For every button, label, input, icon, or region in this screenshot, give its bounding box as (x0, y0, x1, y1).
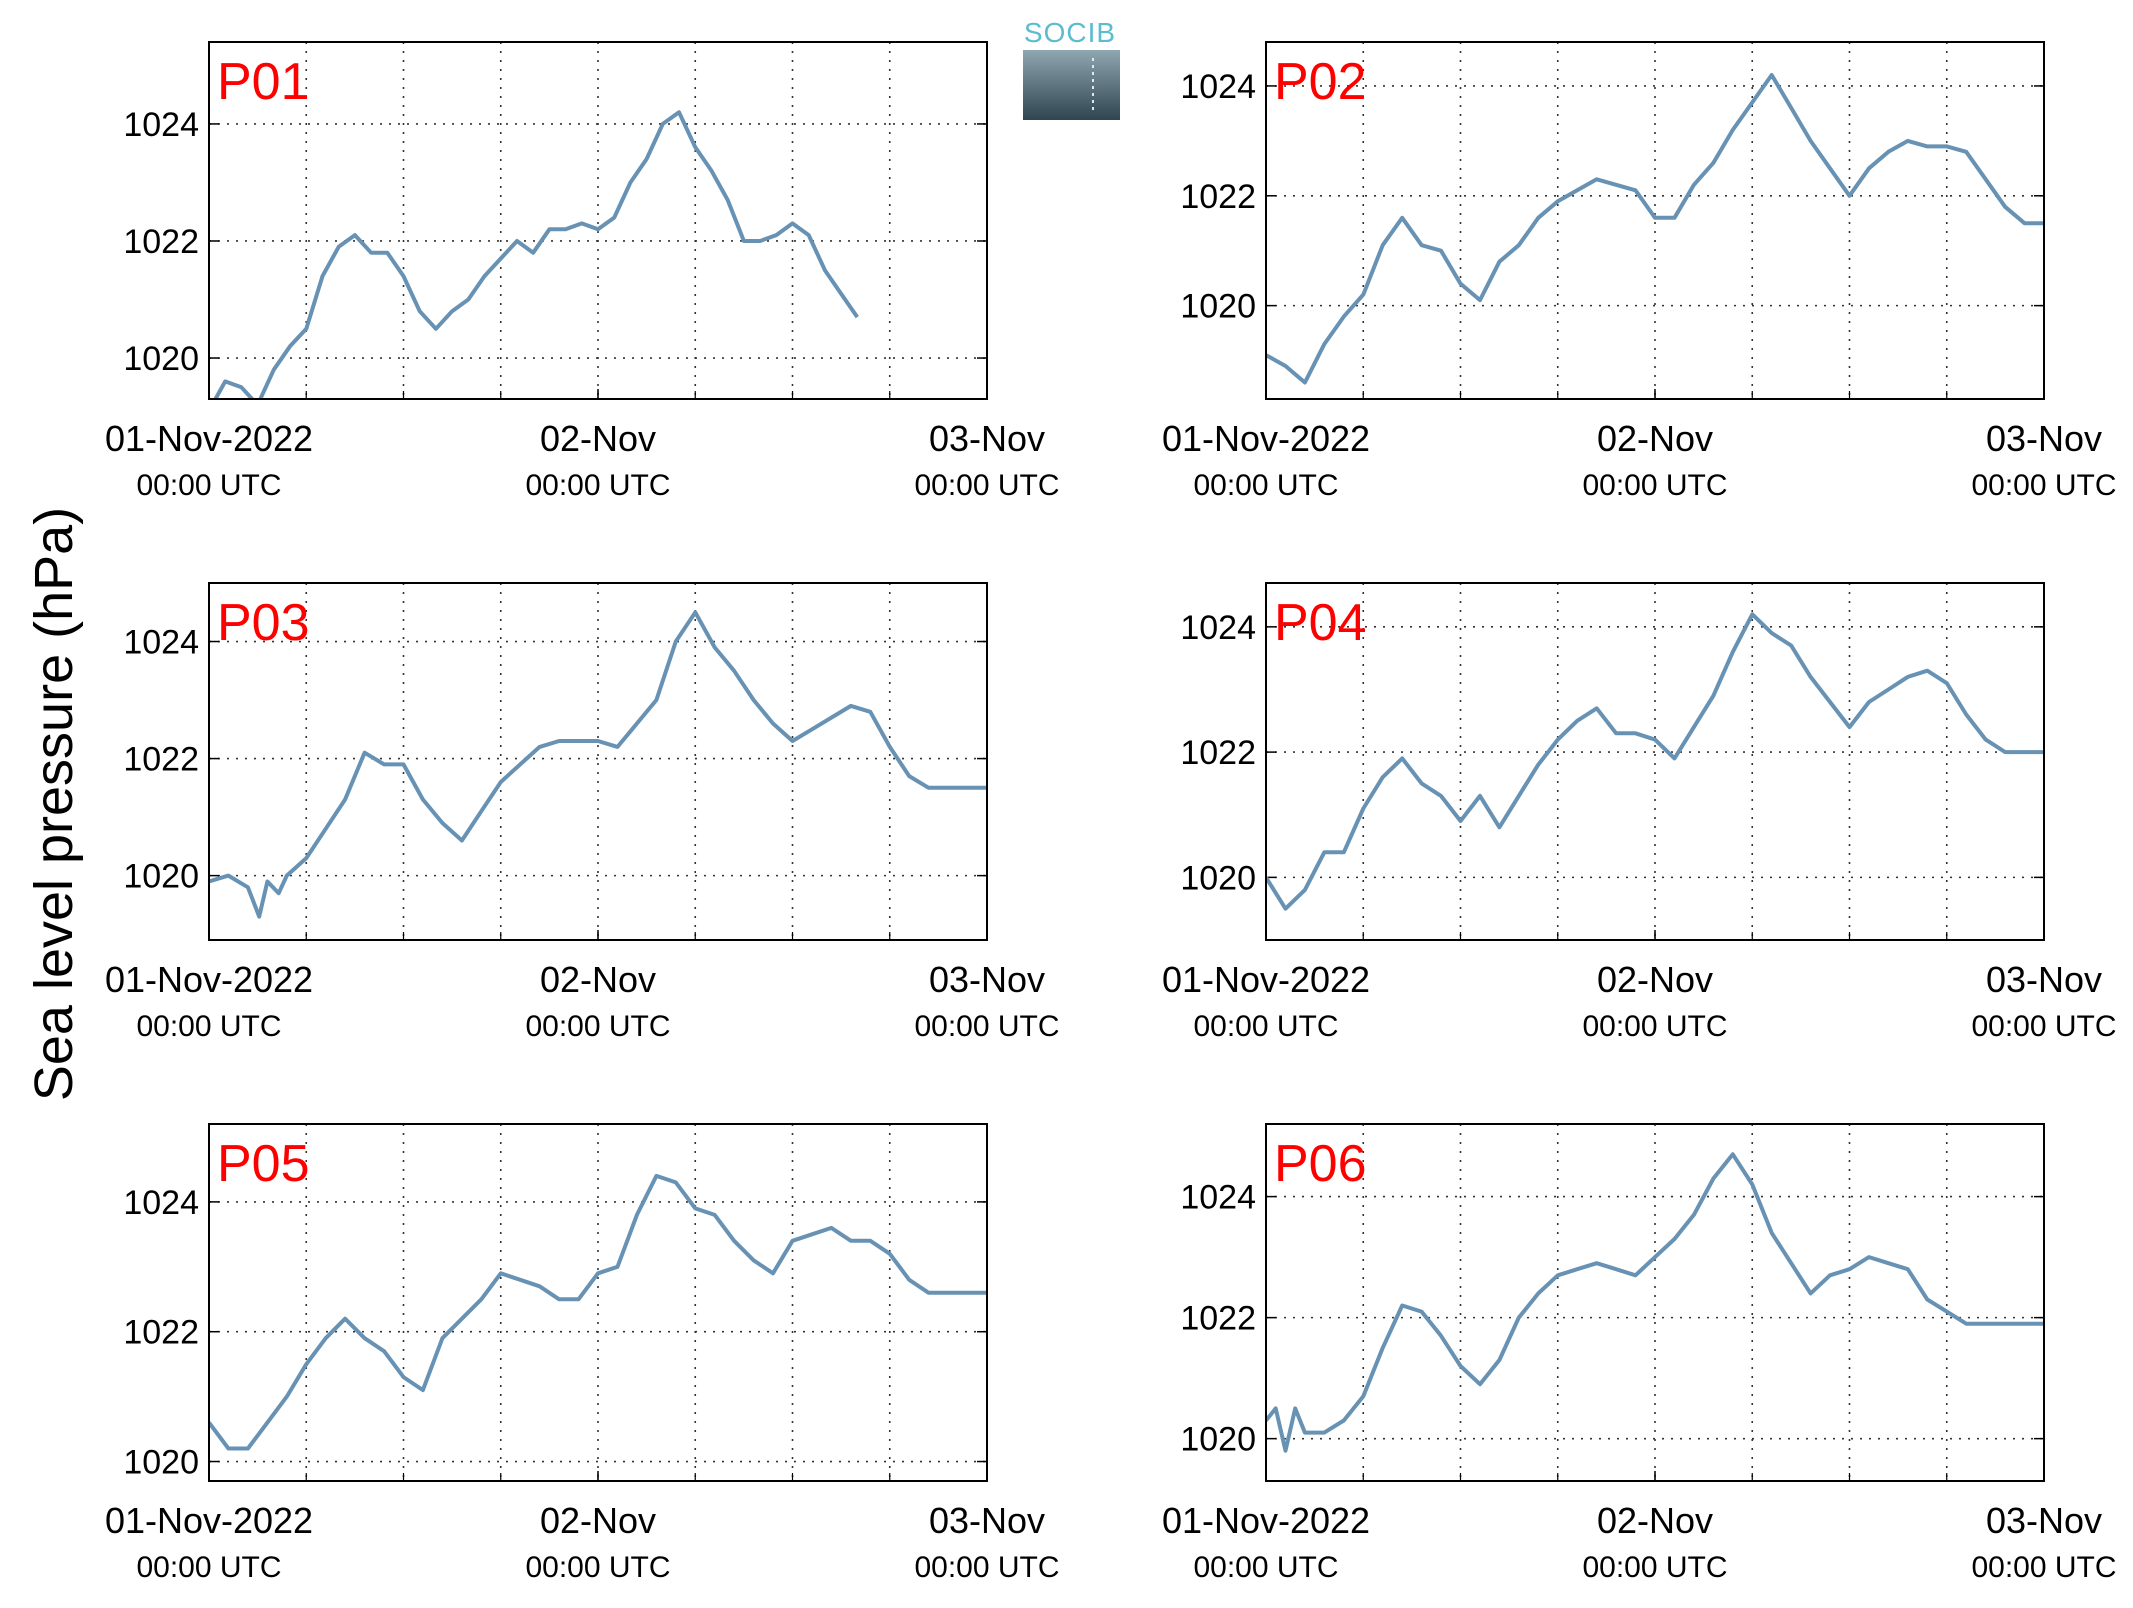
y-axis-label: Sea level pressure (hPa) (24, 507, 84, 1101)
plot-frame (208, 1123, 988, 1482)
plot-frame (1265, 1123, 2045, 1482)
x-tick-label: 03-Nov (1986, 959, 2102, 1000)
panel-p06: 1020 1022 1024 01-Nov-2022 00:00 UTC 02-Nov 00… (1162, 1123, 2117, 1584)
panel-title: P01 (217, 53, 310, 111)
x-tick-sublabel: 00:00 UTC (1971, 1010, 2116, 1043)
y-tick-label: 1020 (1180, 1421, 1256, 1459)
series-line (1266, 612, 2044, 911)
y-tick-label: 1024 (1180, 68, 1256, 106)
socib-logo: SOCIB (1023, 17, 1120, 120)
panel-p01: 1020 1022 1024 01-Nov-2022 00:00 UTC 02-Nov 00… (105, 41, 1060, 502)
series-line (209, 1173, 987, 1451)
x-tick-sublabel: 00:00 UTC (914, 1010, 1059, 1043)
x-tick-sublabel: 00:00 UTC (1582, 1551, 1727, 1584)
x-tick-label: 01-Nov-2022 (1162, 1500, 1370, 1541)
y-tick-label: 1022 (123, 223, 199, 261)
y-tick-label: 1024 (1180, 1179, 1256, 1217)
y-tick-label: 1020 (1180, 288, 1256, 326)
x-tick-label: 03-Nov (1986, 1500, 2102, 1541)
panel-title: P06 (1274, 1135, 1367, 1193)
panels: 1020 1022 1024 01-Nov-2022 00:00 UTC 02-Nov 00… (105, 41, 2117, 1584)
x-tick-sublabel: 00:00 UTC (525, 1551, 670, 1584)
series-line (1266, 1152, 2044, 1453)
logo-text: SOCIB (1024, 17, 1116, 48)
x-tick-label: 03-Nov (1986, 418, 2102, 459)
x-tick-sublabel: 00:00 UTC (1971, 469, 2116, 502)
y-tick-label: 1020 (1180, 859, 1256, 897)
panel-title: P04 (1274, 594, 1367, 652)
logo-mark (1023, 50, 1120, 120)
x-tick-sublabel: 00:00 UTC (525, 469, 670, 502)
series-line (1266, 73, 2044, 385)
x-tick-label: 01-Nov-2022 (1162, 959, 1370, 1000)
plot-frame (1265, 582, 2045, 941)
x-tick-label: 02-Nov (540, 1500, 656, 1541)
x-tick-label: 03-Nov (929, 1500, 1045, 1541)
x-tick-label: 02-Nov (1597, 418, 1713, 459)
x-tick-sublabel: 00:00 UTC (136, 469, 281, 502)
y-tick-label: 1020 (123, 1444, 199, 1482)
y-tick-label: 1022 (123, 1314, 199, 1352)
plot-frame (1265, 41, 2045, 400)
x-tick-sublabel: 00:00 UTC (914, 1551, 1059, 1584)
series-line (213, 110, 859, 399)
x-tick-label: 02-Nov (540, 959, 656, 1000)
x-tick-label: 01-Nov-2022 (105, 1500, 313, 1541)
panel-p03: 1020 1022 1024 01-Nov-2022 00:00 UTC 02-Nov 00… (105, 582, 1060, 1043)
x-tick-sublabel: 00:00 UTC (136, 1551, 281, 1584)
y-tick-label: 1022 (1180, 178, 1256, 216)
x-tick-sublabel: 00:00 UTC (1582, 469, 1727, 502)
y-tick-label: 1022 (123, 741, 199, 779)
x-tick-label: 01-Nov-2022 (105, 959, 313, 1000)
y-tick-label: 1024 (123, 1184, 199, 1222)
x-tick-label: 02-Nov (540, 418, 656, 459)
x-tick-sublabel: 00:00 UTC (1971, 1551, 2116, 1584)
series-line (209, 610, 987, 919)
x-tick-label: 03-Nov (929, 959, 1045, 1000)
x-tick-label: 03-Nov (929, 418, 1045, 459)
x-tick-sublabel: 00:00 UTC (1193, 1010, 1338, 1043)
x-tick-label: 01-Nov-2022 (105, 418, 313, 459)
y-tick-label: 1022 (1180, 734, 1256, 772)
plot-frame (208, 41, 988, 400)
x-tick-label: 02-Nov (1597, 1500, 1713, 1541)
panel-p04: 1020 1022 1024 01-Nov-2022 00:00 UTC 02-Nov 00… (1162, 582, 2117, 1043)
x-tick-sublabel: 00:00 UTC (1193, 1551, 1338, 1584)
y-tick-label: 1024 (123, 106, 199, 144)
y-tick-label: 1020 (123, 858, 199, 896)
y-tick-label: 1024 (123, 624, 199, 662)
panel-title: P02 (1274, 53, 1367, 111)
x-tick-sublabel: 00:00 UTC (1193, 469, 1338, 502)
x-tick-sublabel: 00:00 UTC (136, 1010, 281, 1043)
plot-frame (208, 582, 988, 941)
x-tick-label: 02-Nov (1597, 959, 1713, 1000)
x-tick-label: 01-Nov-2022 (1162, 418, 1370, 459)
panel-p02: 1020 1022 1024 01-Nov-2022 00:00 UTC 02-Nov 00… (1162, 41, 2117, 502)
panel-title: P03 (217, 594, 310, 652)
y-tick-label: 1022 (1180, 1300, 1256, 1338)
x-tick-sublabel: 00:00 UTC (525, 1010, 670, 1043)
y-tick-label: 1024 (1180, 609, 1256, 647)
y-tick-label: 1020 (123, 340, 199, 378)
panel-title: P05 (217, 1135, 310, 1193)
x-tick-sublabel: 00:00 UTC (1582, 1010, 1727, 1043)
panel-p05: 1020 1022 1024 01-Nov-2022 00:00 UTC 02-Nov 00… (105, 1123, 1060, 1584)
x-tick-sublabel: 00:00 UTC (914, 469, 1059, 502)
